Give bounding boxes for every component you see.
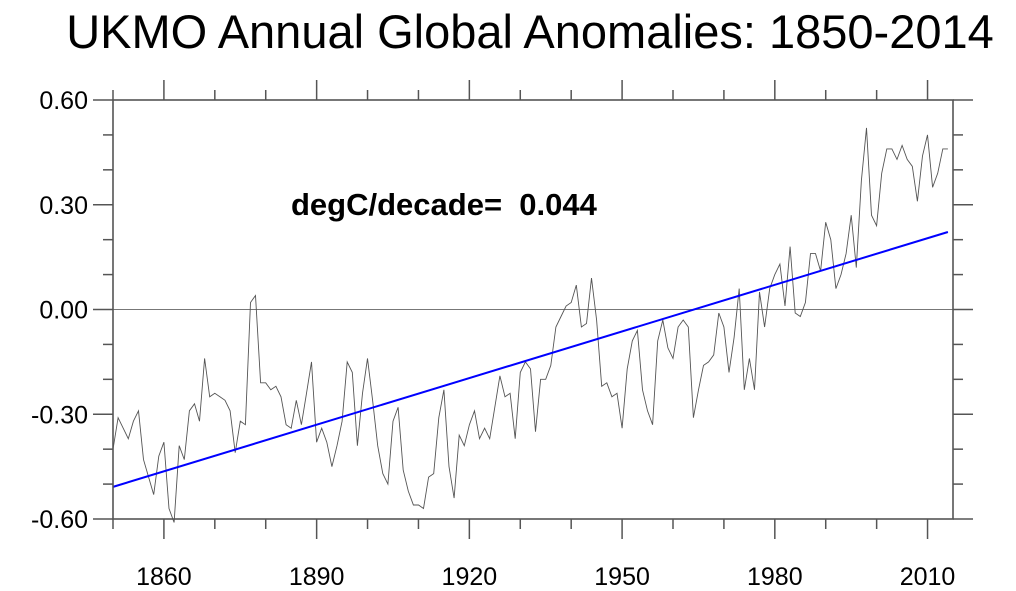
- chart-title: UKMO Annual Global Anomalies: 1850-2014: [66, 5, 994, 58]
- anomaly-series-line: [112, 127, 948, 523]
- y-tick-label: 0.30: [39, 192, 88, 220]
- x-tick-label: 1980: [747, 563, 803, 591]
- x-tick-label: 1950: [594, 563, 650, 591]
- y-tick-label: -0.60: [31, 506, 88, 534]
- axis-tick-labels: 1860 1890 1920 1950 1980 2010 -0.60 -0.30 0.00 0.…: [31, 87, 955, 591]
- y-tick-label: -0.30: [31, 401, 88, 429]
- x-tick-label: 1860: [136, 563, 192, 591]
- plot-frame: [112, 99, 954, 520]
- x-tick-label: 1890: [289, 563, 345, 591]
- y-tick-label: 0.00: [39, 297, 88, 325]
- axis-ticks: [93, 80, 973, 539]
- trend-annotation: degC/decade= 0.044: [291, 187, 598, 222]
- x-tick-label: 2010: [900, 563, 956, 591]
- x-tick-label: 1920: [442, 563, 498, 591]
- y-tick-label: 0.60: [39, 87, 88, 115]
- trend-line: [112, 231, 949, 488]
